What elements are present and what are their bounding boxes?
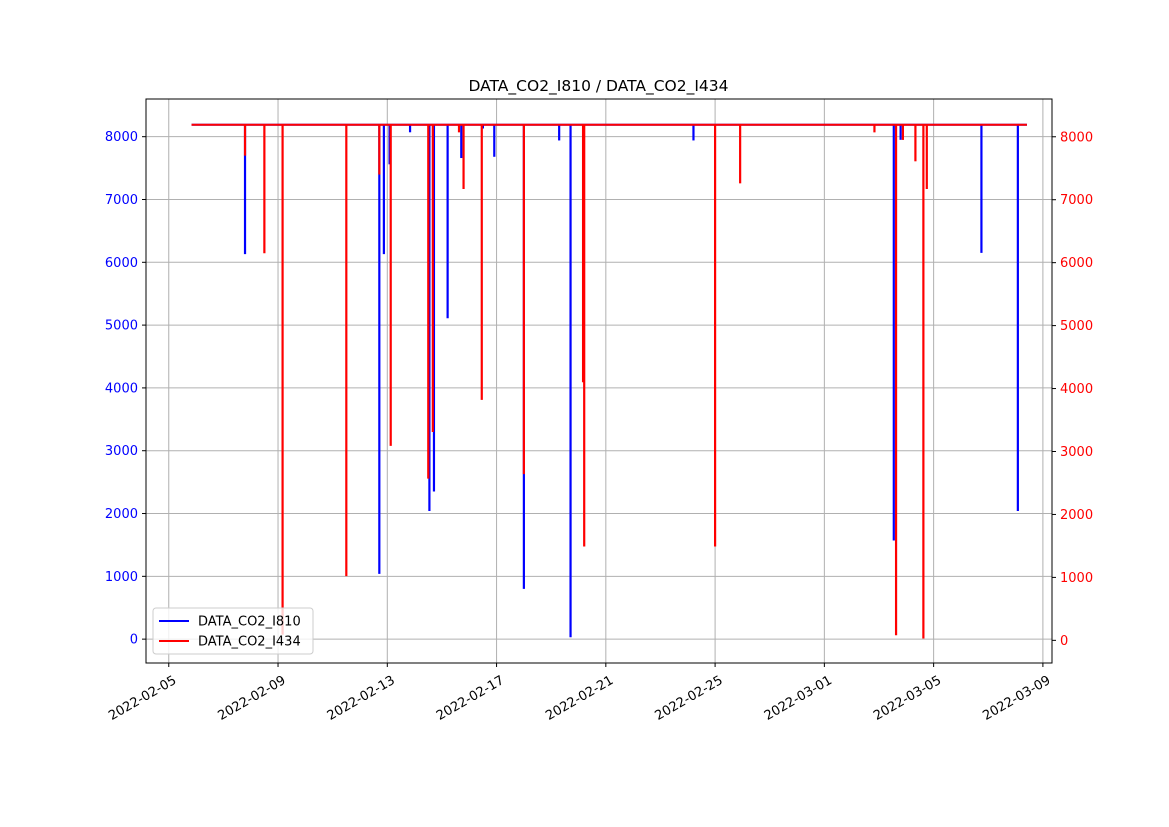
grid-lines	[146, 99, 1052, 663]
chart-title: DATA_CO2_I810 / DATA_CO2_I434	[468, 77, 728, 96]
right-y-tick-label: 5000	[1060, 319, 1093, 334]
right-y-tick-label: 1000	[1060, 571, 1093, 586]
right-y-tick-label: 0	[1060, 634, 1068, 649]
right-y-tick-label: 6000	[1060, 256, 1093, 271]
plot-frame	[145, 98, 1053, 664]
left-y-tick-label: 3000	[105, 444, 138, 459]
left-y-tick-label: 6000	[105, 256, 138, 271]
left-y-tick-label: 4000	[105, 381, 138, 396]
left-y-tick-label: 2000	[105, 507, 138, 522]
series-layer	[191, 123, 1027, 639]
right-y-tick-label: 7000	[1060, 193, 1093, 208]
left-y-tick-label: 7000	[105, 193, 138, 208]
left-y-tick-label: 1000	[105, 570, 138, 585]
right-y-tick-label: 8000	[1060, 130, 1093, 145]
left-y-tick-label: 8000	[105, 130, 138, 145]
right-y-tick-label: 4000	[1060, 382, 1093, 397]
left-y-tick-label: 0	[130, 633, 138, 648]
legend-label-co2-i434: DATA_CO2_I434	[198, 635, 301, 650]
legend-label-co2-i810: DATA_CO2_I810	[198, 615, 301, 630]
legend: DATA_CO2_I810 DATA_CO2_I434	[152, 607, 314, 655]
right-y-tick-label: 2000	[1060, 508, 1093, 523]
left-y-tick-label: 5000	[105, 319, 138, 334]
legend-box	[152, 607, 314, 655]
right-y-tick-label: 3000	[1060, 445, 1093, 460]
